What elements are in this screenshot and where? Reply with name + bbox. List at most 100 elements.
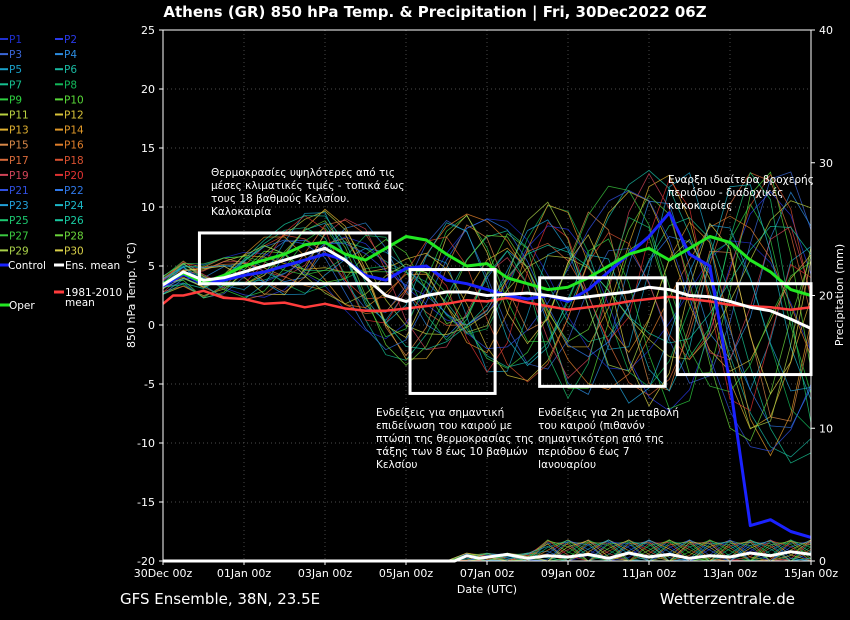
annotation-texts: Θερμοκρασίες υψηλότερες από τις μέσες κλι… xyxy=(211,167,814,471)
legend: P1 P2 P3 P4 P5 P6 P7 P8 P9 P10 P11 P12 P13 P14 P15 P16 P… xyxy=(0,34,122,312)
footer-right: Wetterzentrale.de xyxy=(660,590,795,608)
x-tick-label: 01Jan 00z xyxy=(217,567,271,580)
legend-label: P1 xyxy=(9,34,22,46)
y-tick-label: -20 xyxy=(137,555,155,568)
annotation-box xyxy=(197,231,392,286)
legend-label: P21 xyxy=(9,185,29,197)
x-tick-label: 09Jan 00z xyxy=(541,567,595,580)
legend-label: P28 xyxy=(64,230,84,242)
legend-label: P18 xyxy=(64,155,84,167)
annotation-box xyxy=(408,268,497,395)
annotation-text-line: πτώση της θερμοκρασίας της xyxy=(376,433,534,445)
ensemble-member-line xyxy=(162,184,812,401)
legend-label: P29 xyxy=(9,245,29,257)
series-line xyxy=(162,246,812,330)
legend-label: 1981-2010 xyxy=(65,287,122,299)
x-axis-label: Date (UTC) xyxy=(457,583,517,596)
legend-label: P4 xyxy=(64,49,77,61)
legend-label: P25 xyxy=(9,215,29,227)
ensemble-member-line xyxy=(162,173,812,383)
x-tick-label: 03Jan 00z xyxy=(298,567,352,580)
legend-label: P7 xyxy=(9,79,22,91)
legend-label: P22 xyxy=(64,185,84,197)
annotation-text: Θερμοκρασίες υψηλότερες από τις μέσες κλι… xyxy=(211,167,405,218)
legend-label: Oper xyxy=(9,300,35,312)
y-tick-label: 5 xyxy=(148,260,155,273)
legend-label: Ens. mean xyxy=(65,260,120,272)
legend-label: P6 xyxy=(64,64,77,76)
y-tick-label: -15 xyxy=(137,496,155,509)
annotation-text-line: σημαντικότερη από της xyxy=(538,433,664,445)
x-tick-label: 30Dec 00z xyxy=(134,567,193,580)
y-tick-label: 10 xyxy=(141,201,155,214)
y-tick-label-right: 30 xyxy=(819,157,833,170)
legend-label: P23 xyxy=(9,200,29,212)
legend-label: mean xyxy=(65,297,95,309)
legend-label: P11 xyxy=(9,110,29,122)
y-tick-label-right: 10 xyxy=(819,422,833,435)
annotation-text-line: Εναρξη ιδιαίτερα βροχερής xyxy=(668,174,814,186)
main-series xyxy=(162,211,812,563)
annotation-text-line: Θερμοκρασίες υψηλότερες από τις xyxy=(211,167,395,179)
x-tick-label: 13Jan 00z xyxy=(703,567,757,580)
ensemble-member-line xyxy=(162,204,812,457)
legend-label: P10 xyxy=(64,94,84,106)
annotation-text-line: Ενδείξεις για 2η μεταβολή xyxy=(538,407,679,419)
legend-label: P14 xyxy=(64,125,84,137)
annotation-text-line: Κελσίου xyxy=(376,459,417,471)
x-tick-label: 07Jan 00z xyxy=(460,567,514,580)
annotation-text-line: κακοκαιρίες xyxy=(668,200,732,212)
y-axis-label: 850 hPa Temp. (°C) xyxy=(125,242,138,348)
annotation-text-line: Καλοκαιρία xyxy=(211,206,271,218)
legend-label: P26 xyxy=(64,215,84,227)
legend-label: P19 xyxy=(9,170,29,182)
legend-label: P17 xyxy=(9,155,29,167)
y-ticks-left: 25 20 15 10 5 0 -5 -10 -15 -20 xyxy=(137,24,163,568)
legend-label: P13 xyxy=(9,125,29,137)
y-tick-label: 0 xyxy=(148,319,155,332)
annotation-text-line: του καιρού (πιθανόν xyxy=(538,420,645,432)
legend-label: P12 xyxy=(64,110,84,122)
series-line xyxy=(162,235,812,297)
chart-title: Athens (GR) 850 hPa Temp. & Precipitatio… xyxy=(163,3,706,22)
legend-label: P20 xyxy=(64,170,84,182)
series-line xyxy=(162,289,812,313)
y-tick-label: 15 xyxy=(141,142,155,155)
annotation-boxes xyxy=(197,231,813,395)
annotation-text-line: Ενδείξεις για σημαντική xyxy=(376,407,504,419)
legend-label: P5 xyxy=(9,64,22,76)
annotation-text-line: περιόδου - διαδοχικές xyxy=(668,187,783,199)
annotation-text: Εναρξη ιδιαίτερα βροχερής περιόδου - διαδ… xyxy=(668,174,814,212)
legend-label: P3 xyxy=(9,49,22,61)
annotation-box xyxy=(538,276,667,388)
annotation-text-line: τους 18 βαθμούς Κελσίου. xyxy=(211,193,350,205)
ensemble-member-line xyxy=(162,200,812,360)
y-tick-label-right: 0 xyxy=(819,555,826,568)
annotation-text: Ενδείξεις για 2η μεταβολή του καιρού (πιθ… xyxy=(538,407,679,471)
legend-label: P16 xyxy=(64,140,84,152)
annotation-text-line: μέσες κλιματικές τιμές - τοπικά έως xyxy=(211,180,405,192)
ensemble-member-line xyxy=(162,194,812,442)
ensemble-member-line xyxy=(162,172,812,379)
legend-label: P9 xyxy=(9,94,22,106)
x-tick-label: 11Jan 00z xyxy=(622,567,676,580)
legend-label: Control xyxy=(8,260,46,272)
ensemble-member-line xyxy=(162,201,812,429)
y-tick-label: -5 xyxy=(144,378,155,391)
annotation-text-line: τάξης των 8 έως 10 βαθμών xyxy=(376,446,528,458)
annotation-text-line: επιδείνωση του καιρού με xyxy=(376,420,512,432)
series-line xyxy=(163,550,812,563)
ensemble-member-line xyxy=(162,215,812,350)
footer-left: GFS Ensemble, 38N, 23.5E xyxy=(120,590,320,608)
x-tick-label: 05Jan 00z xyxy=(379,567,433,580)
legend-label: P24 xyxy=(64,200,84,212)
annotation-text-line: περιόδου 6 έως 7 xyxy=(538,446,630,458)
legend-label: P30 xyxy=(64,245,84,257)
y-axis-label-right: Precipitation (mm) xyxy=(833,244,846,346)
ensemble-member-line xyxy=(162,214,812,407)
y-tick-label-right: 40 xyxy=(819,24,833,37)
y-ticks-right: 40 30 20 10 0 xyxy=(811,24,833,568)
ensemble-member-line xyxy=(162,178,812,412)
ensemble-members xyxy=(162,169,812,562)
